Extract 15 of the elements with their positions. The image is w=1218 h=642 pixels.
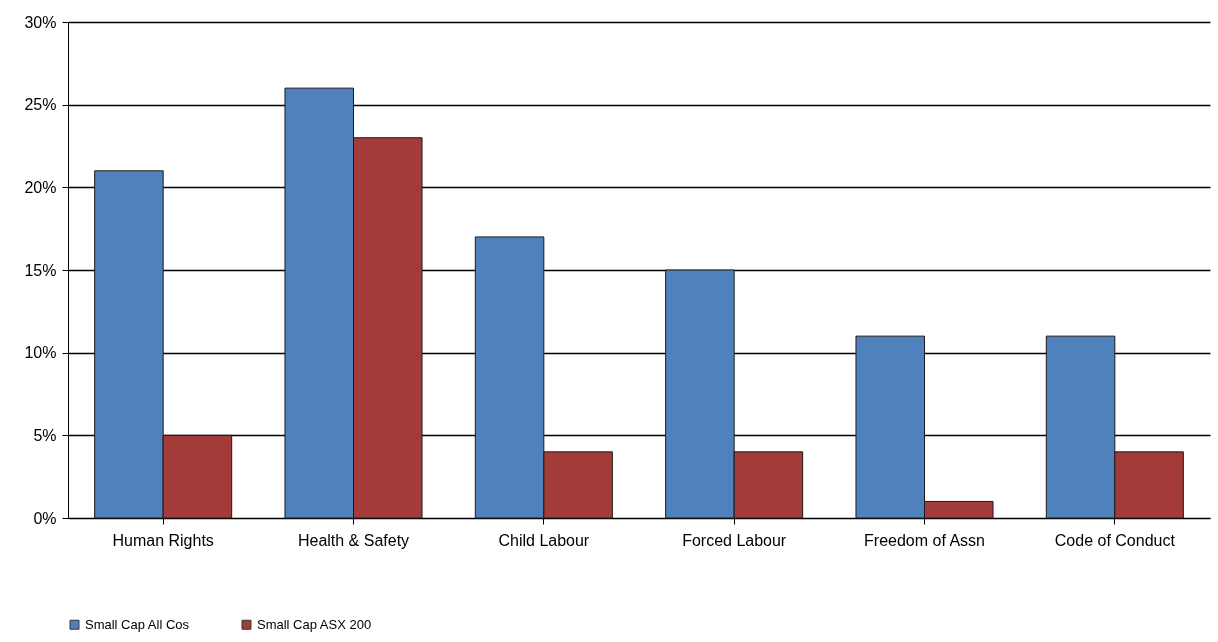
legend-label: Small Cap All Cos: [85, 616, 190, 632]
x-tick-label: Code of Conduct: [1054, 531, 1176, 549]
legend-label: Small Cap ASX 200: [257, 616, 372, 632]
y-tick-label: 5%: [33, 426, 57, 444]
y-tick-label: 15%: [24, 261, 57, 279]
y-tick-label: 0%: [33, 509, 57, 527]
y-tick-label: 10%: [24, 344, 57, 362]
y-tick-label: 30%: [24, 13, 57, 31]
x-tick-label: Forced Labour: [682, 531, 787, 549]
x-tick-label: Child Labour: [498, 531, 590, 549]
y-tick-label: 20%: [24, 178, 57, 196]
x-tick-label: Freedom of Assn: [864, 531, 985, 549]
y-tick-label: 25%: [24, 96, 57, 114]
x-tick-label: Human Rights: [112, 531, 214, 549]
x-tick-label: Health & Safety: [297, 531, 410, 549]
